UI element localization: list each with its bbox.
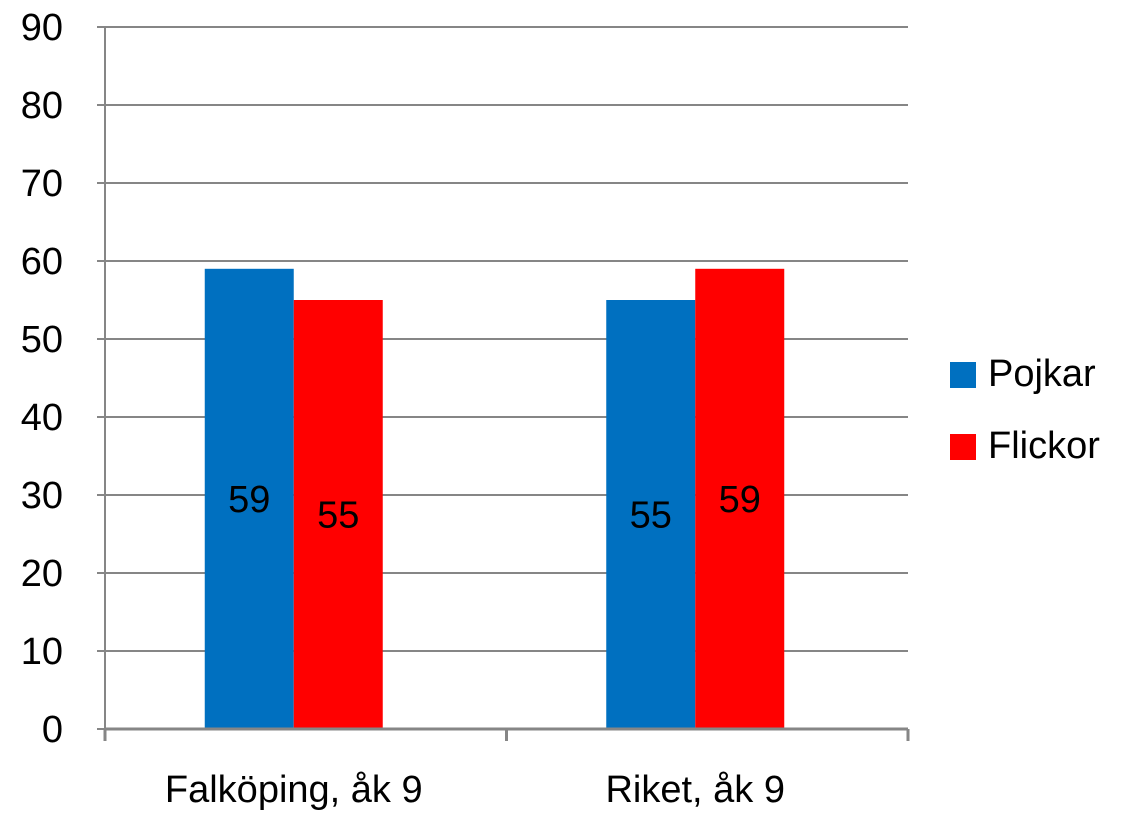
y-tick-label-20: 20 bbox=[21, 553, 63, 595]
axes bbox=[97, 26, 910, 741]
bar-pojkar-1 bbox=[606, 300, 696, 729]
legend-label-pojkar: Pojkar bbox=[988, 353, 1096, 395]
y-tick-label-70: 70 bbox=[21, 163, 63, 205]
data-label-pojkar-1: 55 bbox=[630, 495, 672, 537]
legend: Pojkar Flickor bbox=[950, 353, 1100, 467]
y-axis-tick-labels: 0 10 20 30 40 50 60 70 80 90 bbox=[21, 7, 63, 751]
bar-pojkar-0 bbox=[204, 268, 294, 729]
legend-swatch-flickor bbox=[950, 434, 976, 460]
legend-label-flickor: Flickor bbox=[988, 425, 1100, 467]
y-tick-label-10: 10 bbox=[21, 631, 63, 673]
data-label-flickor-0: 55 bbox=[317, 495, 359, 537]
y-tick-label-40: 40 bbox=[21, 397, 63, 439]
y-tick-label-80: 80 bbox=[21, 85, 63, 127]
y-tick-label-90: 90 bbox=[21, 7, 63, 49]
legend-swatch-pojkar bbox=[950, 362, 976, 388]
y-tick-label-0: 0 bbox=[42, 709, 63, 751]
x-axis-category-labels: Falköping, åk 9 Riket, åk 9 bbox=[165, 769, 785, 811]
x-category-label-0: Falköping, åk 9 bbox=[165, 769, 423, 811]
data-label-pojkar-0: 59 bbox=[228, 479, 270, 521]
bar-flickor-1 bbox=[695, 268, 785, 729]
bars bbox=[204, 268, 785, 729]
y-tick-label-60: 60 bbox=[21, 241, 63, 283]
data-label-flickor-1: 59 bbox=[719, 479, 761, 521]
y-tick-label-30: 30 bbox=[21, 475, 63, 517]
bar-flickor-0 bbox=[293, 300, 383, 729]
x-category-label-1: Riket, åk 9 bbox=[605, 769, 785, 811]
y-tick-label-50: 50 bbox=[21, 319, 63, 361]
data-labels: 59 55 55 59 bbox=[228, 479, 761, 537]
